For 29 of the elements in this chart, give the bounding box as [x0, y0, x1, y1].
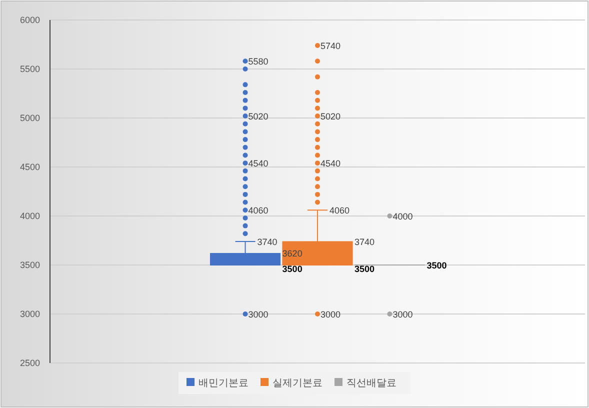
- y-tick-label: 4500: [20, 162, 40, 172]
- annotation: 3740: [257, 236, 278, 247]
- legend-label: 배민기본료: [198, 378, 248, 389]
- annotation: 4060: [248, 206, 268, 216]
- annotation: 3740: [354, 236, 375, 247]
- annotation: 3000: [392, 310, 413, 320]
- annotation: 4540: [320, 158, 341, 169]
- annotation: 5020: [320, 112, 341, 122]
- annotation: 3500: [354, 264, 375, 274]
- y-tick-label: 3000: [20, 309, 40, 319]
- annotation: 4000: [392, 212, 413, 222]
- y-tick-label: 3500: [20, 260, 40, 270]
- annotation: 5740: [320, 40, 341, 51]
- y-tick-label: 6000: [20, 15, 40, 25]
- legend-label: 직선배달료: [346, 378, 396, 389]
- annotation: 3000: [248, 310, 268, 320]
- y-tick-label: 2500: [20, 358, 40, 368]
- annotation: 3620: [282, 248, 302, 259]
- annotation: 3000: [320, 310, 341, 320]
- annotation: 5020: [248, 112, 268, 122]
- annotation: 4540: [248, 158, 268, 169]
- y-tick-label: 5000: [20, 113, 40, 123]
- legend-label: 실제기본료: [272, 378, 322, 389]
- y-tick-label: 5500: [20, 64, 40, 74]
- y-tick-label: 4000: [20, 211, 40, 221]
- annotation: 4060: [330, 206, 350, 216]
- annotation: 5580: [248, 56, 268, 67]
- annotation: 3500: [282, 264, 302, 274]
- annotation: 3500: [426, 260, 447, 270]
